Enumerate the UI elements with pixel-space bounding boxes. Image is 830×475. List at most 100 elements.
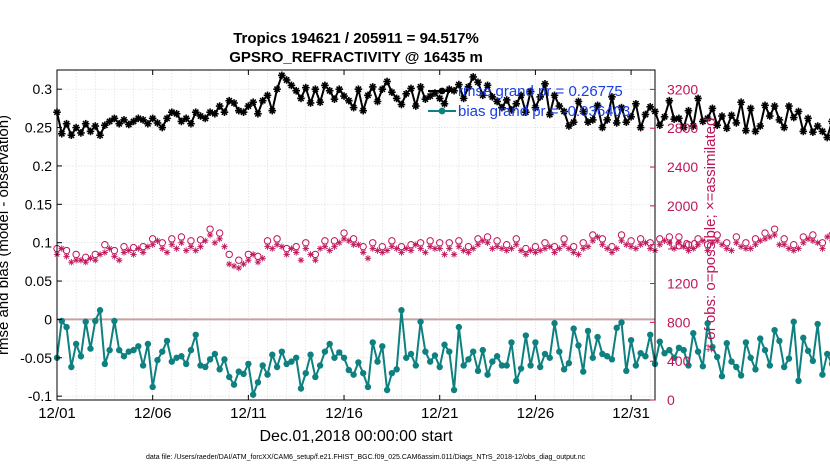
bias-point bbox=[121, 353, 127, 359]
y-left-tick-label: -0.1 bbox=[28, 388, 52, 404]
bias-point bbox=[657, 338, 663, 344]
obs-assimilated-point bbox=[733, 240, 739, 246]
bias-point bbox=[59, 318, 65, 324]
obs-assimilated-point bbox=[609, 249, 615, 255]
bias-point bbox=[456, 324, 462, 330]
bias-point bbox=[73, 341, 79, 347]
bias-point bbox=[767, 362, 773, 368]
obs-assimilated-point bbox=[556, 245, 562, 251]
obs-assimilated-point bbox=[566, 245, 572, 251]
rmse-point bbox=[216, 102, 224, 110]
obs-assimilated-point bbox=[59, 245, 65, 251]
bias-point bbox=[279, 348, 285, 354]
bias-point bbox=[154, 357, 160, 363]
bias-point bbox=[83, 319, 89, 325]
y-axis-left-label: rmse and bias (model - observation) bbox=[0, 115, 12, 355]
bias-point bbox=[752, 366, 758, 372]
bias-point bbox=[149, 384, 155, 390]
obs-assimilated-point bbox=[604, 245, 610, 251]
bias-point bbox=[465, 356, 471, 362]
bias-point bbox=[690, 330, 696, 336]
bias-point bbox=[532, 339, 538, 345]
x-tick-label: 12/26 bbox=[517, 405, 555, 422]
bias-point bbox=[68, 364, 74, 370]
bias-point bbox=[733, 364, 739, 370]
obs-assimilated-point bbox=[513, 242, 519, 248]
obs-assimilated-point bbox=[126, 247, 132, 253]
bias-point bbox=[298, 385, 304, 391]
y-right-tick-label: 3200 bbox=[667, 81, 698, 97]
bias-point bbox=[303, 370, 309, 376]
bias-point bbox=[695, 348, 701, 354]
bias-point bbox=[97, 307, 103, 313]
bias-point bbox=[503, 362, 509, 368]
x-tick-label: 12/16 bbox=[325, 405, 363, 422]
bias-point bbox=[355, 359, 361, 365]
bias-point bbox=[111, 318, 117, 324]
obs-assimilated-point bbox=[523, 251, 529, 257]
bias-point bbox=[212, 351, 218, 357]
bias-point bbox=[312, 374, 318, 380]
bias-point bbox=[307, 352, 313, 358]
bias-point bbox=[618, 319, 624, 325]
y-left-tick-label: -0.05 bbox=[20, 350, 52, 366]
bias-point bbox=[317, 362, 323, 368]
rmse-point bbox=[364, 92, 372, 100]
rmse-point bbox=[666, 97, 674, 105]
rmse-point bbox=[733, 119, 741, 127]
bias-point bbox=[480, 347, 486, 353]
y-right-tick-label: 2800 bbox=[667, 120, 698, 136]
obs-assimilated-point bbox=[633, 245, 639, 251]
bias-point bbox=[814, 321, 820, 327]
bias-point bbox=[202, 364, 208, 370]
bias-point bbox=[527, 362, 533, 368]
bias-point bbox=[221, 356, 227, 362]
rmse-point bbox=[82, 120, 90, 128]
rmse-point bbox=[737, 98, 745, 106]
rmse-point bbox=[800, 128, 808, 136]
obs-assimilated-point bbox=[618, 238, 624, 244]
bias-point bbox=[250, 391, 256, 397]
bias-point bbox=[714, 354, 720, 360]
rmse-point bbox=[359, 107, 367, 115]
y-right-tick-label: 1600 bbox=[667, 237, 698, 253]
bias-point bbox=[585, 328, 591, 334]
bias-point bbox=[188, 347, 194, 353]
obs-assimilated-point bbox=[819, 245, 825, 251]
x-axis-label: Dec.01,2018 00:00:00 start bbox=[259, 428, 453, 445]
rmse-point bbox=[412, 102, 420, 110]
bias-point bbox=[570, 325, 576, 331]
rmse-point bbox=[790, 114, 798, 122]
obs-assimilated-point bbox=[221, 243, 227, 249]
bias-point bbox=[437, 364, 443, 370]
obs-assimilated-point bbox=[384, 247, 390, 253]
bias-point bbox=[551, 320, 557, 326]
obs-assimilated-point bbox=[207, 232, 213, 238]
rmse-point bbox=[379, 85, 387, 93]
rmse-point bbox=[771, 102, 779, 110]
bias-point bbox=[336, 349, 342, 355]
y-left-tick-label: 0.3 bbox=[33, 81, 53, 97]
bias-point bbox=[795, 378, 801, 384]
obs-assimilated-point bbox=[173, 245, 179, 251]
y-right-tick-label: 0 bbox=[667, 392, 675, 408]
bias-point bbox=[346, 367, 352, 373]
bias-point bbox=[647, 332, 653, 338]
bias-point bbox=[264, 371, 270, 377]
obs-assimilated-point bbox=[331, 243, 337, 249]
bias-point bbox=[738, 372, 744, 378]
bias-point bbox=[460, 362, 466, 368]
rmse-point bbox=[613, 119, 621, 127]
bias-point bbox=[489, 358, 495, 364]
bias-point bbox=[776, 338, 782, 344]
bias-point bbox=[326, 341, 332, 347]
bias-point bbox=[475, 368, 481, 374]
rmse-point bbox=[637, 124, 645, 132]
rmse-point bbox=[761, 102, 769, 110]
bias-point bbox=[470, 348, 476, 354]
y-axis-right-label: # of obs: o=possible; ×=assimilated bbox=[702, 118, 719, 353]
obs-assimilated-point bbox=[518, 247, 524, 253]
bias-point bbox=[78, 353, 84, 359]
obs-assimilated-point bbox=[102, 249, 108, 255]
